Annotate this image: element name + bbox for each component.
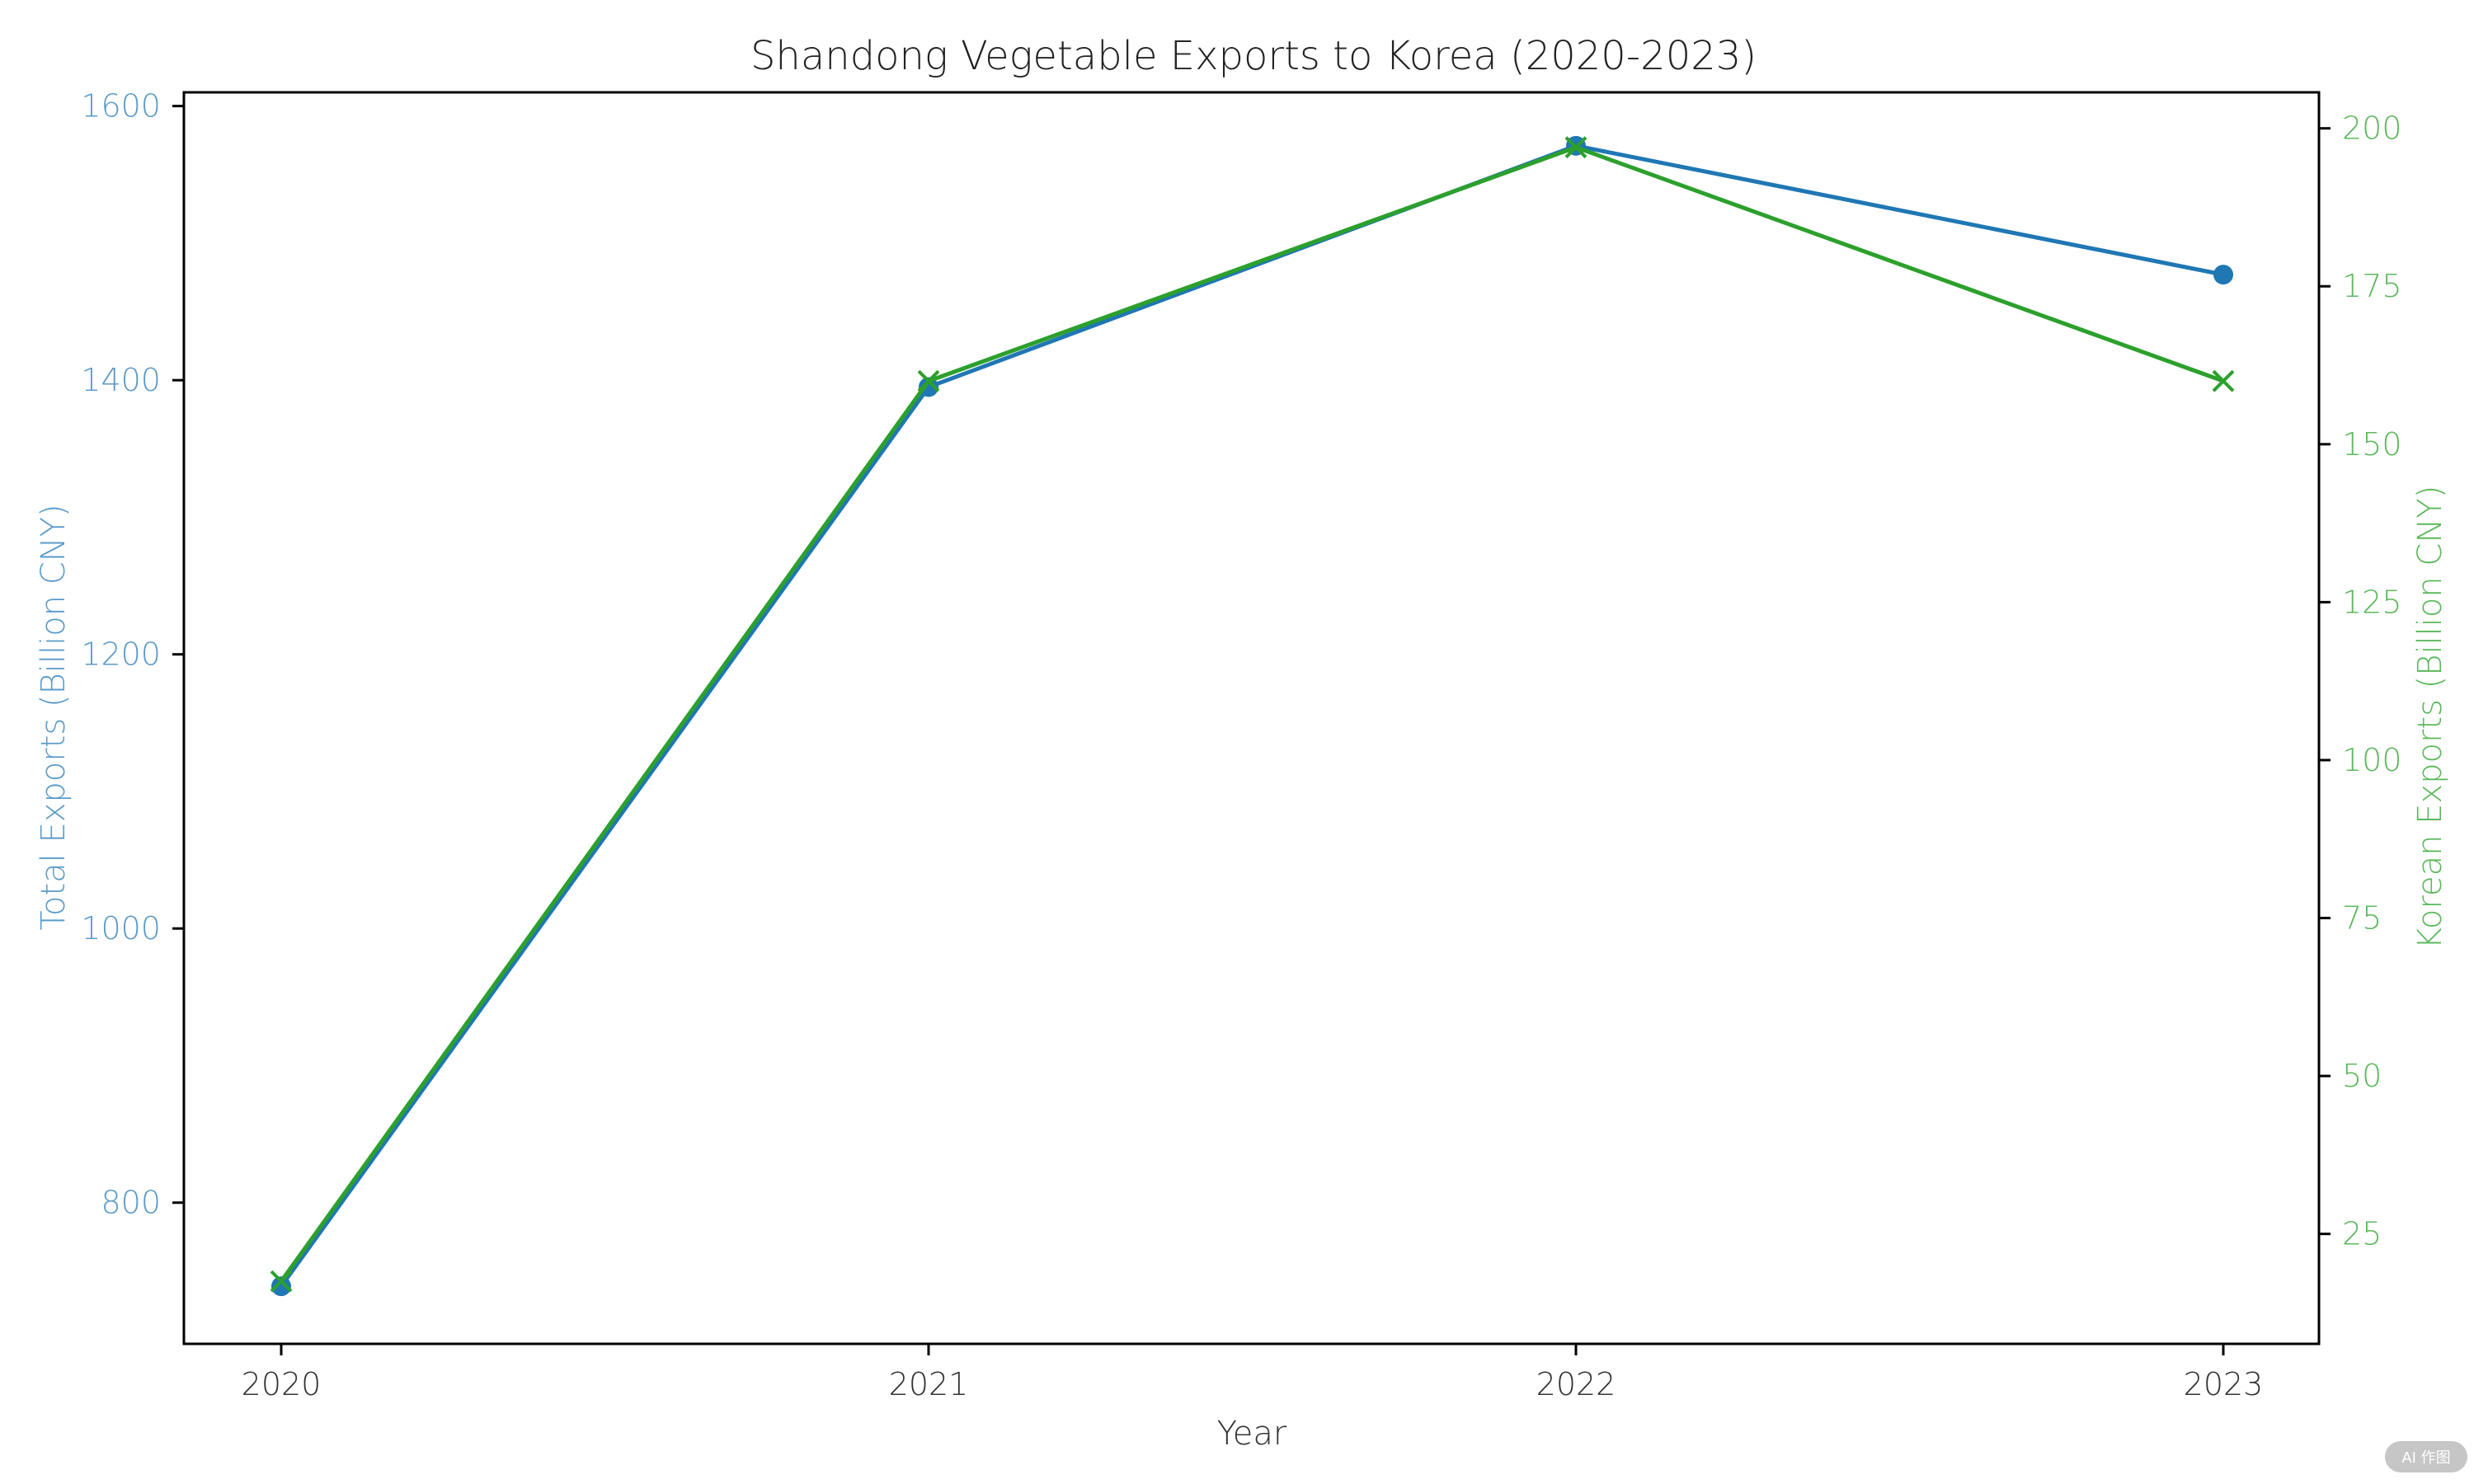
series-group — [270, 135, 2235, 1297]
y-right-tick-label: 150 — [2342, 426, 2402, 463]
plot-frame — [182, 91, 2321, 1345]
y-right-tick-label: 200 — [2342, 110, 2402, 147]
series-1-point — [270, 1270, 293, 1293]
y-left-tick-label: 1200 — [81, 636, 161, 673]
series-1-line — [279, 145, 2224, 1283]
watermark-badge: AI 作图 — [2385, 1441, 2467, 1472]
series-1-point — [917, 369, 940, 392]
x-tick-label: 2020 — [242, 1366, 322, 1402]
y-right-tick-label: 100 — [2342, 742, 2402, 778]
y-left-tick-label: 800 — [101, 1185, 161, 1221]
y-left-tick-label: 1600 — [81, 88, 161, 124]
y-left-tick-label: 1000 — [81, 910, 161, 946]
series-0-point — [919, 377, 938, 397]
y-axis-left-label: Total Exports (Billion CNY) — [35, 504, 73, 930]
x-tick-label: 2021 — [889, 1366, 969, 1402]
x-tick-label: 2023 — [2184, 1366, 2264, 1402]
y-right-tick-label: 125 — [2342, 584, 2402, 620]
y-right-tick-label: 25 — [2342, 1216, 2382, 1252]
series-1-point — [2212, 369, 2235, 392]
x-tick-label: 2022 — [1536, 1366, 1616, 1402]
x-axis: 2020 2021 2022 2023 — [242, 1344, 2264, 1402]
series-1-point — [1564, 136, 1587, 159]
series-0-line — [279, 143, 2224, 1288]
chart-title: Shandong Vegetable Exports to Korea (202… — [750, 33, 1757, 79]
y-right-tick-label: 50 — [2342, 1058, 2382, 1094]
y-axis-right-label: Korean Exports (Billion CNY) — [2411, 486, 2449, 950]
y-left-tick-label: 1400 — [81, 362, 161, 398]
y-right-tick-label: 175 — [2342, 268, 2402, 304]
y-axis-right: 25 50 75 100 125 150 175 200 — [2319, 110, 2402, 1252]
series-0-point — [2213, 265, 2233, 285]
series-0-point — [271, 1276, 291, 1297]
y-axis-left: 800 1000 1200 1400 1600 — [81, 88, 184, 1221]
x-axis-label: Year — [1217, 1415, 1287, 1453]
y-right-tick-label: 75 — [2342, 900, 2382, 937]
